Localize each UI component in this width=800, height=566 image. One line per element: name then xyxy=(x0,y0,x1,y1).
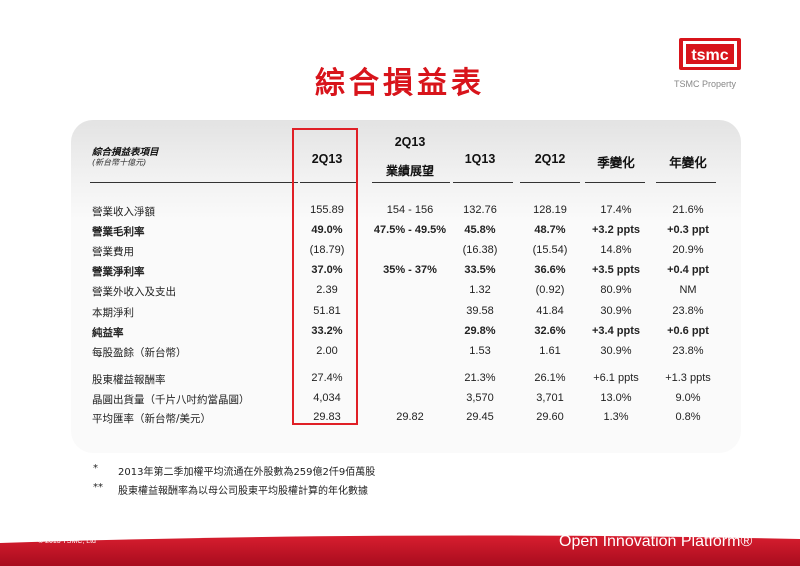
cell-2q12: (15.54) xyxy=(532,244,568,256)
cell-yoy: 21.6% xyxy=(672,204,704,216)
header-rule xyxy=(90,182,298,183)
row-label: 營業費用 xyxy=(92,246,134,258)
cell-1q13: 39.58 xyxy=(466,305,494,317)
cell-1q13: 45.8% xyxy=(464,224,496,236)
row-label: 股東權益報酬率 xyxy=(92,374,166,386)
cell-qoq: 80.9% xyxy=(600,284,632,296)
cell-yoy: +0.4 ppt xyxy=(667,264,709,276)
cell-guidance: 154 - 156 xyxy=(386,204,434,216)
cell-qoq: 14.8% xyxy=(600,244,632,256)
logo-text: tsmc xyxy=(691,47,728,64)
platform-tagline: Open Innovation Platform® xyxy=(559,533,753,550)
page-title: 綜合損益表 xyxy=(315,66,485,101)
cell-yoy: 9.0% xyxy=(675,392,701,404)
cell-2q12: 26.1% xyxy=(534,372,566,384)
cell-2q13: 37.0% xyxy=(311,264,343,276)
cell-yoy: 20.9% xyxy=(672,244,704,256)
cell-qoq: +3.4 ppts xyxy=(592,325,640,337)
row-label: 本期淨利 xyxy=(92,307,134,319)
header-rule xyxy=(520,182,580,183)
cell-yoy: +0.6 ppt xyxy=(667,325,709,337)
cell-2q13: 51.81 xyxy=(313,305,341,317)
cell-yoy: 23.8% xyxy=(672,345,704,357)
property-label: TSMC Property xyxy=(674,79,737,89)
header-rule xyxy=(585,182,645,183)
cell-2q12: 48.7% xyxy=(534,224,566,236)
cell-qoq: 1.3% xyxy=(603,411,629,423)
row-label: 營業毛利率 xyxy=(92,226,145,238)
note-text: 股東權益報酬率為以母公司股東平均股權計算的年化數據 xyxy=(118,486,368,497)
cell-guidance: 47.5% - 49.5% xyxy=(373,224,447,236)
cell-yoy: 0.8% xyxy=(675,411,701,423)
col-header-1q13: 1Q13 xyxy=(464,152,496,166)
cell-1q13: 1.32 xyxy=(469,284,491,296)
footer-bar xyxy=(0,535,800,566)
cell-2q12: 32.6% xyxy=(534,325,566,337)
col-header-guidance: 2Q13 xyxy=(394,135,426,149)
cell-qoq: 17.4% xyxy=(600,204,632,216)
cell-yoy: 23.8% xyxy=(672,305,704,317)
row-label: 營業收入淨額 xyxy=(92,206,155,218)
cell-2q13: 155.89 xyxy=(310,204,344,216)
cell-yoy: +0.3 ppt xyxy=(667,224,709,236)
cell-1q13: 1.53 xyxy=(469,345,491,357)
cell-qoq: +6.1 ppts xyxy=(593,372,639,384)
cell-2q13: 27.4% xyxy=(311,372,343,384)
cell-1q13: (16.38) xyxy=(462,244,498,256)
cell-guidance: 35% - 37% xyxy=(383,264,437,276)
col-header-2q13: 2Q13 xyxy=(311,152,343,166)
cell-2q12: 29.60 xyxy=(536,411,564,423)
row-label: 平均匯率（新台幣/美元） xyxy=(92,413,212,425)
note-mark: ** xyxy=(93,482,103,493)
highlight-box xyxy=(292,128,358,425)
col-header-qoq: 季變化 xyxy=(597,155,635,170)
note-mark: * xyxy=(93,463,98,474)
cell-2q12: 1.61 xyxy=(539,345,561,357)
copyright: © 2013 TSMC, Ltd xyxy=(38,538,96,545)
cell-1q13: 29.8% xyxy=(464,325,496,337)
tsmc-logo: tsmc xyxy=(679,38,741,70)
cell-2q12: 128.19 xyxy=(533,204,567,216)
cell-qoq: +3.2 ppts xyxy=(592,224,640,236)
col-header-yoy: 年變化 xyxy=(669,155,707,170)
header-unit: (新台幣十億元) xyxy=(92,158,147,167)
cell-2q12: 3,701 xyxy=(536,392,564,404)
cell-qoq: 30.9% xyxy=(600,345,632,357)
cell-2q13: 2.39 xyxy=(316,284,338,296)
header-rule xyxy=(656,182,716,183)
cell-qoq: 13.0% xyxy=(600,392,632,404)
cell-2q13: 4,034 xyxy=(313,392,341,404)
header-rule xyxy=(300,182,356,183)
row-label: 營業外收入及支出 xyxy=(92,286,176,298)
col-header-2q12: 2Q12 xyxy=(534,152,566,166)
header-rule xyxy=(453,182,513,183)
row-label: 晶圓出貨量（千片八吋約當晶圓） xyxy=(92,394,250,406)
table-panel xyxy=(71,120,741,453)
cell-2q12: 36.6% xyxy=(534,264,566,276)
header-label: 綜合損益表項目 xyxy=(92,147,159,158)
cell-2q13: 49.0% xyxy=(311,224,343,236)
cell-1q13: 3,570 xyxy=(466,392,494,404)
cell-1q13: 132.76 xyxy=(463,204,497,216)
cell-yoy: +1.3 ppts xyxy=(665,372,711,384)
header-rule xyxy=(372,182,450,183)
cell-2q13: 29.83 xyxy=(313,411,341,423)
cell-guidance: 29.82 xyxy=(396,411,424,423)
row-label: 營業淨利率 xyxy=(92,266,145,278)
cell-qoq: +3.5 ppts xyxy=(592,264,640,276)
cell-2q12: (0.92) xyxy=(535,284,565,296)
cell-2q13: (18.79) xyxy=(309,244,345,256)
cell-qoq: 30.9% xyxy=(600,305,632,317)
cell-1q13: 33.5% xyxy=(464,264,496,276)
row-label: 純益率 xyxy=(92,327,124,339)
cell-2q13: 33.2% xyxy=(311,325,343,337)
cell-1q13: 29.45 xyxy=(466,411,494,423)
note-text: 2013年第二季加權平均流通在外股數為259億2仟9佰萬股 xyxy=(118,467,376,478)
cell-yoy: NM xyxy=(679,284,697,296)
cell-2q12: 41.84 xyxy=(536,305,564,317)
row-label: 每股盈餘（新台幣） xyxy=(92,347,187,359)
cell-1q13: 21.3% xyxy=(464,372,496,384)
cell-2q13: 2.00 xyxy=(316,345,338,357)
col-header-guidance-sub: 業績展望 xyxy=(385,164,434,178)
